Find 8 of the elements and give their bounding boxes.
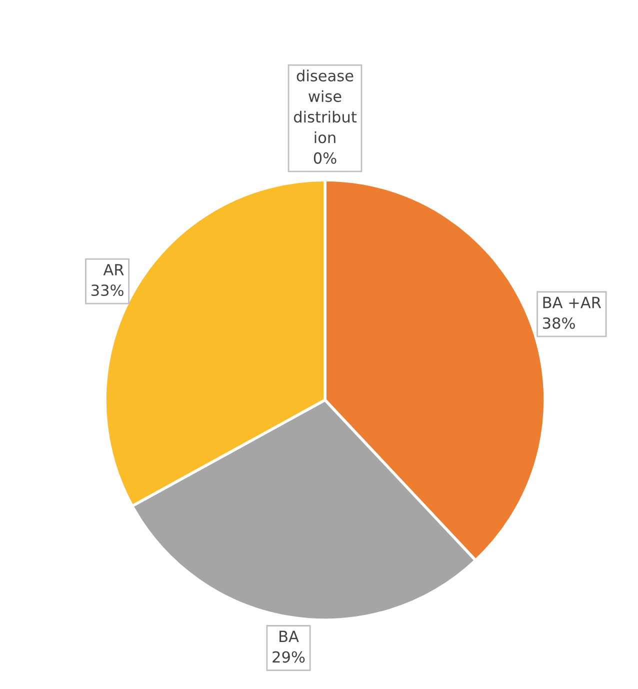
data-label: 29% xyxy=(272,651,305,663)
data-label: 38% xyxy=(542,317,575,329)
slice-label: BA xyxy=(280,630,299,642)
slice-label: AR xyxy=(103,264,124,276)
text: 0% xyxy=(314,152,336,164)
slice-label: BA +AR xyxy=(543,296,602,308)
category-label: disease wise distribut ion xyxy=(294,70,357,144)
data-label: 33% xyxy=(91,284,124,296)
